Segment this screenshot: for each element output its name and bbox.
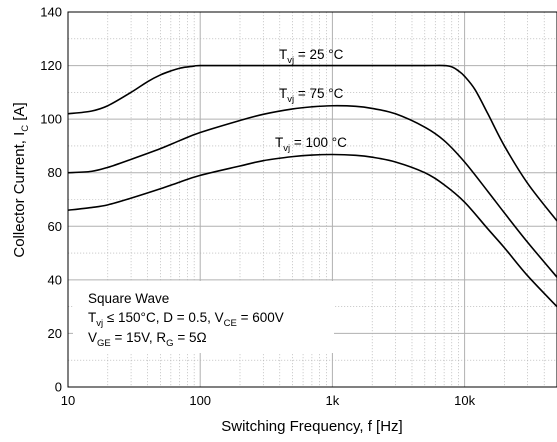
x-tick-label: 10 (61, 393, 75, 408)
curve-label-100c: Tvj = 100 °C (275, 135, 347, 154)
y-tick-label: 120 (40, 58, 62, 73)
y-tick-label: 0 (55, 380, 62, 395)
y-tick-label: 60 (48, 219, 62, 234)
x-tick-label: 10k (454, 393, 475, 408)
y-tick-label: 40 (48, 272, 62, 287)
curve-tvj-25c (67, 64, 557, 222)
x-tick-label: 100 (189, 393, 211, 408)
data-curves (67, 64, 557, 308)
y-tick-label: 80 (48, 165, 62, 180)
annotation-line-1: Square Wave (88, 291, 169, 306)
y-tick-label: 140 (40, 5, 62, 20)
annotation-line-2: Tvj ≤ 150°C, D = 0.5, VCE = 600V (88, 310, 284, 329)
tick-labels: 10 100 1k 10k 0 20 40 60 80 100 120 140 (40, 5, 475, 409)
curve-tvj-100c (67, 153, 557, 308)
curve-label-75c: Tvj = 75 °C (279, 86, 344, 105)
annotation-line-3: VGE = 15V, RG = 5Ω (88, 330, 207, 349)
curve-label-25c: Tvj = 25 °C (279, 47, 344, 66)
y-axis-title: Collector Current, IC [A] (11, 102, 31, 257)
plot-frame (67, 11, 557, 388)
y-tick-label: 20 (48, 326, 62, 341)
annotation-box (73, 281, 334, 353)
y-tick-label: 100 (40, 112, 62, 127)
x-tick-label: 1k (326, 393, 340, 408)
curve-tvj-75c (67, 104, 557, 278)
x-axis-title: Switching Frequency, f [Hz] (221, 418, 402, 435)
